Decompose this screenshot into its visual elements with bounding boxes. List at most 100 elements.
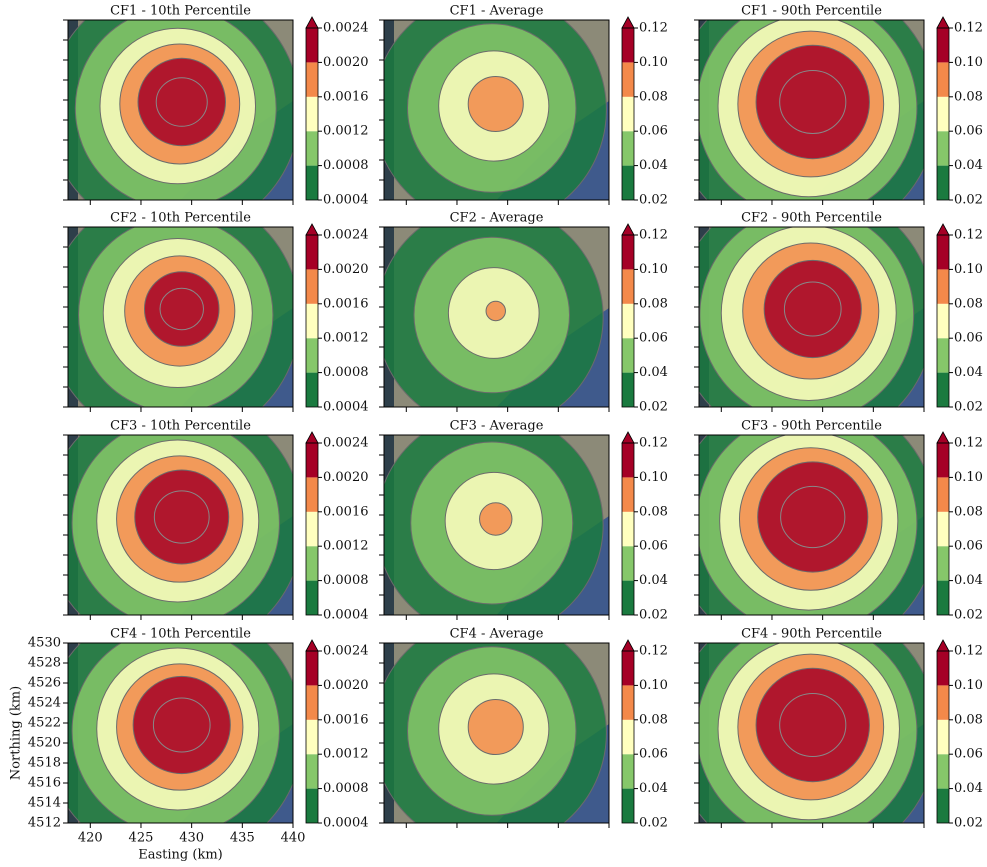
colorbar-band [937,131,949,166]
colorbar-tick-label: 0.0004 [323,816,369,831]
y-axis-label: Northing (km) [9,686,24,780]
colorbar-band [622,372,634,407]
colorbar-band [937,303,949,339]
contour-band [479,502,513,536]
colorbar-tick-label: 0.04 [639,158,668,173]
y-tick-label: 4528 [28,656,61,671]
colorbar-band [622,477,634,512]
colorbar-tick-label: 0.08 [954,89,983,104]
colorbar-band [937,235,949,270]
colorbar-band [937,269,949,304]
colorbar-tick-label: 0.02 [639,400,668,415]
colorbar-extend [305,431,319,444]
contour-line [779,70,847,134]
panel-title: CF2 - Average [450,211,544,226]
colorbar-tick-label: 0.04 [639,365,668,380]
panel-title: CF2 - 90th Percentile [741,211,882,226]
axes-frame [67,642,294,824]
colorbar-extend [621,16,635,29]
colorbar-frame [305,27,319,201]
colorbar-band [306,546,318,581]
map-panel [384,435,609,615]
panel-title: CF3 - 90th Percentile [741,419,882,434]
colorbar-tick-label: 0.02 [639,816,668,831]
colorbar-tick-label: 0.0004 [323,193,369,208]
colorbar-band [306,651,318,686]
colorbar-tick-label: 0.0020 [323,55,369,70]
colorbar-tick-label: 0.12 [954,21,983,36]
x-tick-label: 430 [179,831,204,846]
colorbar-tick-label: 0.0020 [323,470,369,485]
colorbar-tick-label: 0.10 [639,678,668,693]
contour-line [155,77,208,127]
colorbar-band [622,580,634,615]
colorbar-tick-label: 0.02 [954,816,983,831]
colorbar-tick-label: 0.10 [954,262,983,277]
y-tick-label: 4512 [28,816,61,831]
contour-line [783,281,842,337]
contour-band [137,57,226,147]
contour-band [143,271,220,347]
colorbar-tick-label: 0.08 [954,296,983,311]
axes-frame [383,19,610,201]
colorbar-band [937,28,949,63]
colorbar-band [306,685,318,720]
colorbar-tick-label: 0.0012 [323,747,369,762]
colorbar-frame [936,442,950,616]
colorbar-frame [621,442,635,616]
colorbar-band [622,235,634,270]
colorbar-tick-label: 0.12 [639,436,668,451]
colorbar-frame [305,650,319,824]
colorbar-tick-label: 0.0008 [323,573,369,588]
colorbar-tick-label: 0.12 [639,228,668,243]
colorbar-tick-label: 0.10 [954,678,983,693]
y-tick-label: 4520 [28,736,61,751]
colorbar-band [937,372,949,407]
colorbar-band [306,788,318,823]
panel-title: CF4 - 10th Percentile [110,627,251,642]
map-panel [699,20,924,200]
colorbar-tick-label: 0.04 [954,573,983,588]
contour-band [132,675,231,775]
map-panel [699,643,924,823]
colorbar-tick-label: 0.08 [639,504,668,519]
colorbar-band [306,131,318,166]
colorbar-band [937,165,949,200]
y-tick-label: 4530 [28,636,61,651]
y-tick-label: 4526 [28,676,61,691]
contour-band [485,300,506,322]
colorbar-tick-label: 0.06 [639,539,668,554]
y-tick-label: 4524 [28,696,61,711]
colorbar-band [306,372,318,407]
colorbar-extend [305,16,319,29]
colorbar-band [937,685,949,720]
contour-band [755,44,870,160]
colorbar-band [937,754,949,789]
colorbar-frame [621,234,635,408]
axes-frame [698,434,925,616]
colorbar-tick-label: 0.0016 [323,504,369,519]
map-panel [68,435,293,615]
colorbar-tick-label: 0.06 [639,124,668,139]
colorbar-band [306,580,318,615]
colorbar-tick-label: 0.08 [639,296,668,311]
colorbar-tick-label: 0.10 [639,262,668,277]
colorbar-band [622,651,634,686]
colorbar-tick-label: 0.0008 [323,365,369,380]
map-panel [384,20,609,200]
axes-frame [383,434,610,616]
colorbar-extend [936,223,950,236]
colorbar-band [306,62,318,97]
colorbar-tick-label: 0.12 [639,21,668,36]
map-panel [699,435,924,615]
axes-frame [698,19,925,201]
colorbar-band [306,28,318,63]
colorbar-tick-label: 0.08 [639,712,668,727]
colorbar-frame [621,650,635,824]
colorbar-band [622,269,634,304]
colorbar-tick-label: 0.0004 [323,400,369,415]
colorbar-tick-label: 0.0012 [323,539,369,554]
panel-title: CF1 - 90th Percentile [741,4,882,19]
x-tick-label: 420 [78,831,103,846]
colorbar-extend [936,639,950,652]
